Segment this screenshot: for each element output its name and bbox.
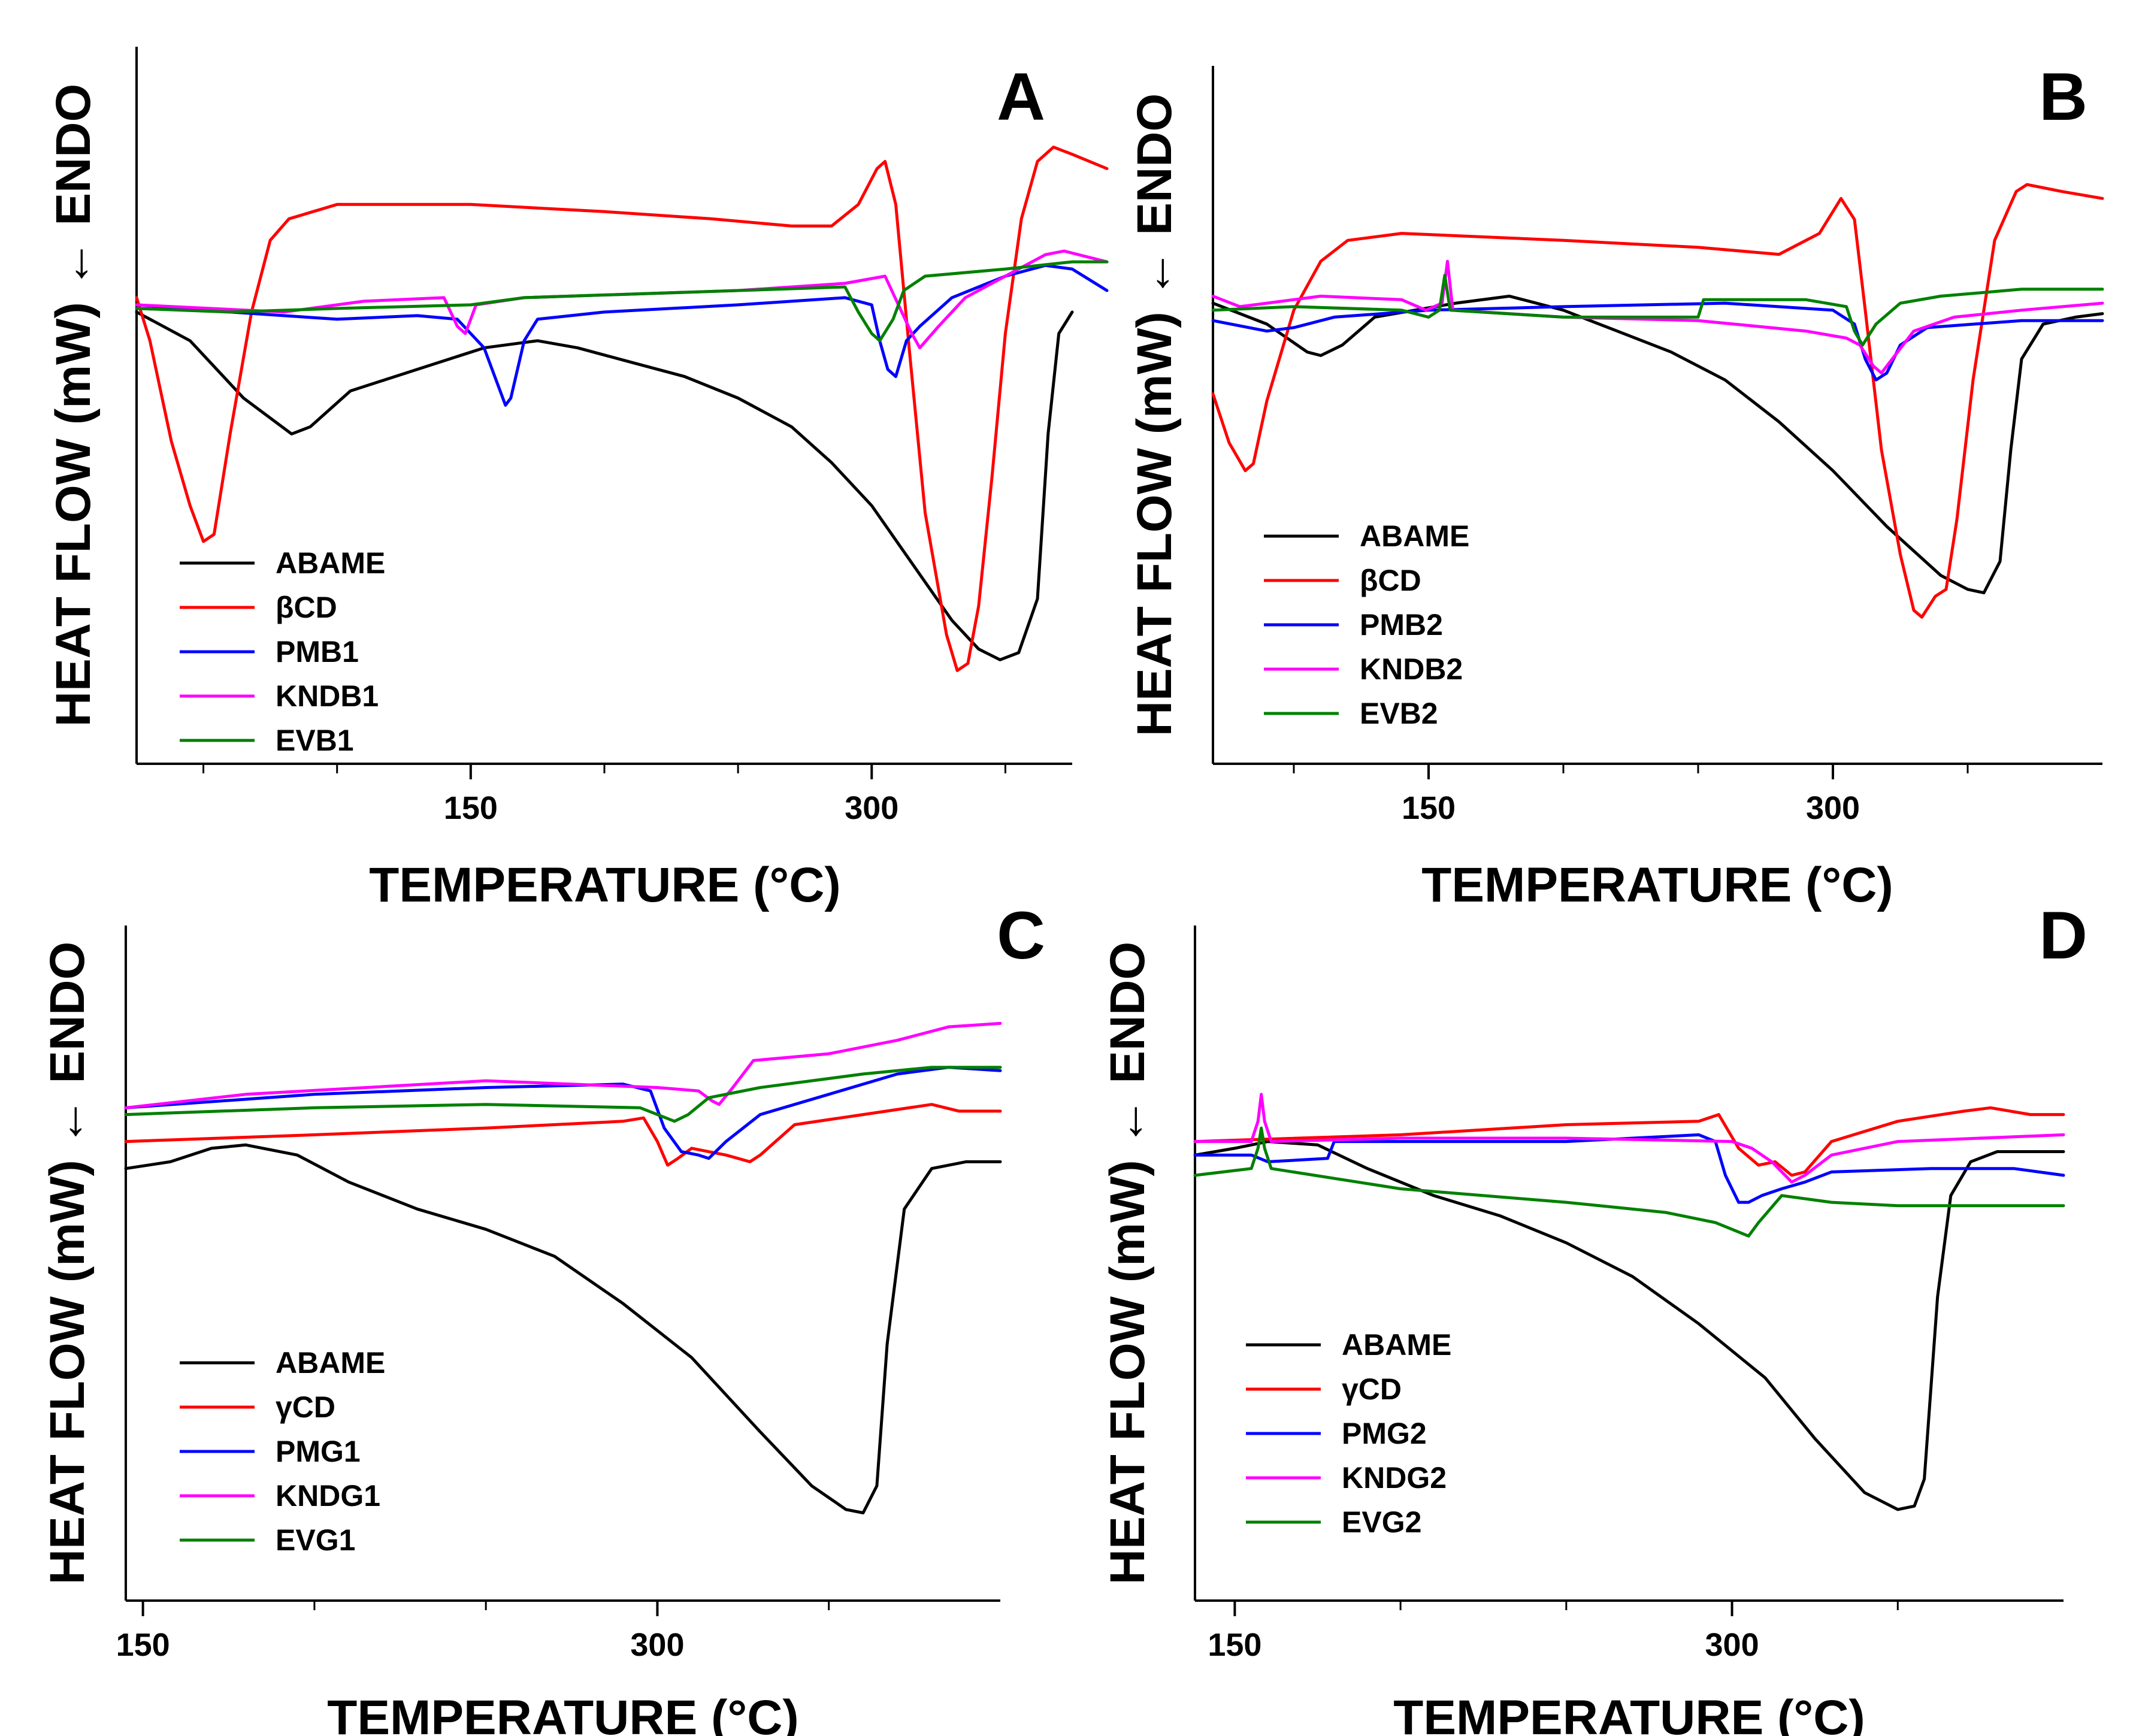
x-axis-title: TEMPERATURE (°C) [1421, 858, 1893, 912]
series-line-evb2 [1211, 274, 2104, 347]
legend-label-abame: ABAME [1360, 519, 1469, 553]
x-tick-label: 300 [1806, 790, 1860, 826]
y-axis-title: HEAT FLOW (mW) ← ENDO [40, 942, 95, 1584]
panel-a: 150 300 ABAME βCD PMB1 KNDB1 EVB1 TEMPERATURE (… [46, 47, 1109, 912]
series-line-pmb1 [135, 264, 1109, 407]
legend-label-abame: ABAME [276, 546, 385, 580]
legend-label-βcd: βCD [1360, 564, 1421, 597]
series-line-pmb2 [1211, 301, 2104, 382]
legend-label-pmb2: PMB2 [1360, 608, 1443, 642]
legend: ABAME βCD PMB2 KNDB2 EVB2 [1264, 519, 1469, 730]
y-axis-title: HEAT FLOW (mW) ← ENDO [46, 84, 101, 727]
panel-c: 150 300 ABAME γCD PMG1 KNDG1 EVG1 TEMPERATURE (… [40, 898, 1045, 1736]
legend: ABAME γCD PMG1 KNDG1 EVG1 [180, 1346, 385, 1557]
legend-label-kndg2: KNDG2 [1342, 1461, 1447, 1495]
series-line-pmg2 [1193, 1133, 2065, 1204]
x-tick-label: 300 [1705, 1627, 1759, 1663]
legend-label-γcd: γCD [276, 1390, 335, 1424]
x-tick-label: 300 [630, 1627, 684, 1663]
series-line-kndg2 [1193, 1093, 2065, 1184]
x-axis-title: TEMPERATURE (°C) [1393, 1690, 1865, 1736]
series-line-evg1 [124, 1066, 1002, 1123]
x-tick-label: 150 [444, 790, 498, 826]
series-line-βcd [1211, 183, 2104, 619]
legend-label-kndb1: KNDB1 [276, 679, 379, 713]
legend-label-kndb2: KNDB2 [1360, 652, 1463, 686]
x-tick-label: 150 [1402, 790, 1456, 826]
legend-label-βcd: βCD [276, 591, 337, 624]
legend-label-pmg1: PMG1 [276, 1435, 361, 1468]
legend: ABAME βCD PMB1 KNDB1 EVB1 [180, 546, 385, 757]
panel-letter-b: B [2039, 59, 2087, 134]
series-line-evb1 [135, 260, 1109, 343]
panel-d: 150 300 ABAME γCD PMG2 KNDG2 EVG2 TEMPERATURE (… [1100, 898, 2087, 1736]
legend-label-abame: ABAME [1342, 1328, 1451, 1362]
series-line-kndb1 [135, 249, 1109, 350]
series-line-βcd [135, 146, 1109, 672]
series-line-abame [1193, 1140, 2065, 1511]
legend-label-pmb1: PMB1 [276, 635, 359, 669]
series-line-kndb2 [1211, 259, 2104, 375]
legend-label-evb2: EVB2 [1360, 697, 1438, 730]
series-line-abame [135, 310, 1074, 661]
x-tick-label: 300 [845, 790, 898, 826]
y-axis-title: HEAT FLOW (mW) ← ENDO [1127, 93, 1182, 736]
series-line-abame [124, 1143, 1002, 1514]
panel-letter-a: A [997, 59, 1045, 134]
panel-b: 150 300 ABAME βCD PMB2 KNDB2 EVB2 TEMPERATURE (… [1127, 59, 2104, 912]
x-tick-label: 150 [116, 1627, 170, 1663]
legend-label-kndg1: KNDG1 [276, 1479, 380, 1513]
legend-label-evg2: EVG2 [1342, 1505, 1421, 1539]
legend-label-evb1: EVB1 [276, 724, 354, 757]
series-line-kndg1 [124, 1021, 1002, 1109]
x-tick-label: 150 [1208, 1627, 1261, 1663]
y-axis-title: HEAT FLOW (mW) ← ENDO [1100, 942, 1155, 1584]
series-line-γcd [1193, 1106, 2065, 1177]
series-line-pmg1 [124, 1066, 1002, 1160]
series-line-γcd [124, 1103, 1002, 1167]
series-line-abame [1211, 294, 2104, 595]
x-axis-title: TEMPERATURE (°C) [327, 1690, 798, 1736]
legend-label-γcd: γCD [1342, 1372, 1402, 1406]
legend-label-evg1: EVG1 [276, 1523, 355, 1557]
panel-letter-c: C [997, 898, 1045, 973]
panel-letter-d: D [2039, 898, 2087, 973]
series-line-evg2 [1193, 1126, 2065, 1238]
legend-label-pmg2: PMG2 [1342, 1417, 1427, 1450]
x-axis-title: TEMPERATURE (°C) [369, 858, 840, 912]
legend: ABAME γCD PMG2 KNDG2 EVG2 [1246, 1328, 1451, 1539]
legend-label-abame: ABAME [276, 1346, 385, 1380]
